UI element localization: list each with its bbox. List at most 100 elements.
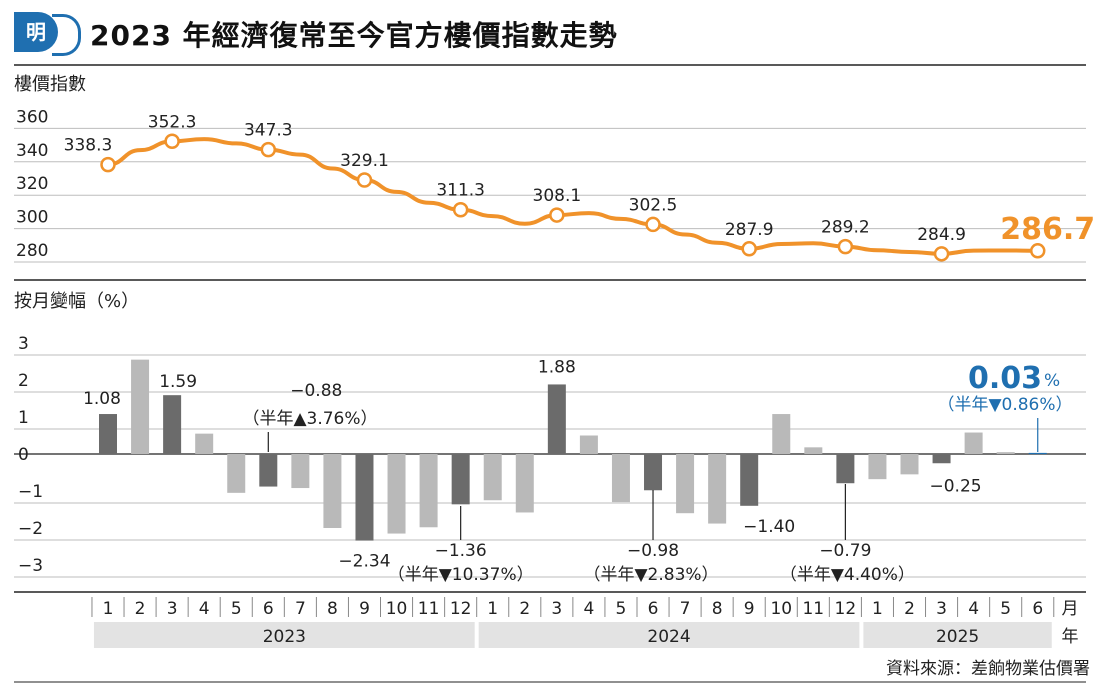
year-band bbox=[478, 622, 860, 648]
bar bbox=[515, 454, 534, 513]
bar bbox=[868, 454, 887, 480]
index-data-label: 311.3 bbox=[436, 181, 485, 201]
line-ytick-label: 360 bbox=[16, 107, 48, 127]
latest-change-value: 0.03 bbox=[968, 361, 1042, 396]
line-ytick-label: 340 bbox=[16, 141, 48, 161]
bar-ytick-label: 2 bbox=[18, 371, 29, 391]
month-tick-label: 5 bbox=[1000, 599, 1011, 619]
bar bbox=[804, 447, 823, 454]
bar-ytick-label: −3 bbox=[18, 556, 43, 576]
logo-ring-icon bbox=[52, 14, 81, 56]
month-tick-label: 5 bbox=[231, 599, 242, 619]
bar bbox=[740, 454, 759, 506]
line-series bbox=[100, 133, 1046, 262]
index-marker bbox=[356, 172, 373, 188]
index-data-label: 329.1 bbox=[340, 151, 389, 171]
bar bbox=[451, 454, 470, 505]
bar-ytick-label: 1 bbox=[18, 408, 29, 428]
index-data-label: 302.5 bbox=[629, 195, 678, 215]
month-tick-label: 12 bbox=[835, 599, 857, 619]
bar bbox=[131, 359, 150, 454]
header: 明 2023 年經濟復常至今官方樓價指數走勢 bbox=[0, 0, 1100, 62]
index-marker bbox=[260, 141, 277, 158]
bar-ytick-label: 0 bbox=[18, 445, 29, 465]
month-tick-label: 7 bbox=[680, 599, 691, 619]
index-data-label: 284.9 bbox=[917, 225, 966, 245]
index-marker bbox=[549, 207, 565, 223]
half-year-note: （半年▼10.37%） bbox=[388, 565, 534, 585]
bar bbox=[259, 454, 278, 487]
month-tick-label: 9 bbox=[359, 599, 370, 619]
latest-change-unit: % bbox=[1044, 371, 1060, 391]
month-tick-label: 5 bbox=[616, 599, 627, 619]
index-data-label: 352.3 bbox=[148, 112, 197, 132]
month-tick-label: 10 bbox=[770, 599, 792, 619]
month-tick-label: 4 bbox=[583, 599, 594, 619]
month-unit-label: 月 bbox=[1062, 599, 1079, 619]
half-year-note: （半年▼4.40%） bbox=[780, 565, 915, 585]
newspaper-logo: 明 bbox=[14, 12, 58, 52]
bar-data-label: 1.08 bbox=[83, 389, 121, 409]
index-marker bbox=[452, 201, 469, 218]
bar-ytick-label: 3 bbox=[18, 334, 29, 354]
bar bbox=[163, 395, 182, 454]
bar-series bbox=[99, 359, 1047, 541]
month-tick-label: 12 bbox=[450, 599, 472, 619]
bar-ytick-label: −2 bbox=[18, 519, 43, 539]
bar bbox=[611, 454, 630, 503]
month-tick-label: 10 bbox=[386, 599, 408, 619]
month-tick-label: 9 bbox=[744, 599, 755, 619]
bar-ytick-label: −1 bbox=[18, 482, 43, 502]
bar bbox=[900, 454, 919, 475]
month-tick-label: 2 bbox=[135, 599, 146, 619]
month-tick-label: 2 bbox=[904, 599, 915, 619]
bar bbox=[772, 414, 791, 454]
bottom-ylabel: 按月變幅（%） bbox=[14, 291, 139, 312]
index-data-label: 289.2 bbox=[821, 218, 870, 238]
year-band bbox=[863, 622, 1052, 648]
latest-index-label: 286.7 bbox=[1000, 212, 1095, 247]
index-data-label: 338.3 bbox=[64, 136, 113, 156]
bar bbox=[932, 454, 951, 464]
index-marker bbox=[645, 216, 661, 233]
bar-data-label: −0.79 bbox=[819, 541, 871, 561]
line-labels: 338.3 352.3 347.3 329.1 311.3 308.1 302.5 287.9… bbox=[64, 112, 1096, 247]
line-ytick-label: 320 bbox=[16, 174, 48, 194]
month-tick-label: 11 bbox=[802, 599, 824, 619]
index-marker bbox=[100, 156, 116, 173]
bar bbox=[291, 454, 310, 489]
bar bbox=[99, 414, 117, 454]
index-data-label: 308.1 bbox=[533, 186, 582, 206]
bar-data-label: −2.34 bbox=[338, 552, 390, 572]
month-tick-label: 11 bbox=[418, 599, 440, 619]
half-year-note: （半年▲3.76%） bbox=[242, 409, 377, 429]
half-year-note: （半年▼2.83%） bbox=[583, 565, 718, 585]
month-tick-label: 4 bbox=[968, 599, 979, 619]
source-note: 資料來源：差餉物業估價署 bbox=[886, 659, 1090, 679]
bar bbox=[323, 454, 342, 528]
bar bbox=[547, 384, 566, 454]
month-tick-label: 1 bbox=[103, 599, 114, 619]
month-tick-label: 7 bbox=[295, 599, 306, 619]
bar bbox=[387, 454, 406, 534]
year-label: 2023 bbox=[263, 627, 306, 647]
bar-data-label: 1.88 bbox=[538, 357, 576, 377]
month-tick-label: 3 bbox=[167, 599, 178, 619]
year-unit-label: 年 bbox=[1062, 627, 1079, 647]
bar-data-label: −0.88 bbox=[290, 381, 342, 401]
bar-labels: 1.08 1.59 −0.88 −2.34 −1.36 1.88 −0.98 −1.40 −0.… bbox=[83, 357, 1039, 572]
month-tick-label: 6 bbox=[1032, 599, 1043, 619]
bar-data-label: −1.36 bbox=[435, 541, 487, 561]
x-axis: 1 2 3 4 5 6 7 8 9 10 11 12 1 2 3 4 5 6 7 8 9 10 11 12 1 2 3 4 5 6 月202… bbox=[91, 597, 1079, 648]
bar-data-label: 1.59 bbox=[159, 372, 197, 392]
year-band bbox=[93, 622, 475, 648]
bar-data-label: −1.40 bbox=[743, 517, 795, 537]
month-tick-label: 2 bbox=[519, 599, 530, 619]
bar-data-label: −0.25 bbox=[930, 476, 982, 496]
chart-title: 2023 年經濟復常至今官方樓價指數走勢 bbox=[90, 19, 618, 52]
bar bbox=[227, 454, 246, 493]
bar bbox=[195, 433, 214, 454]
index-data-label: 287.9 bbox=[725, 220, 774, 240]
bar bbox=[836, 454, 855, 484]
